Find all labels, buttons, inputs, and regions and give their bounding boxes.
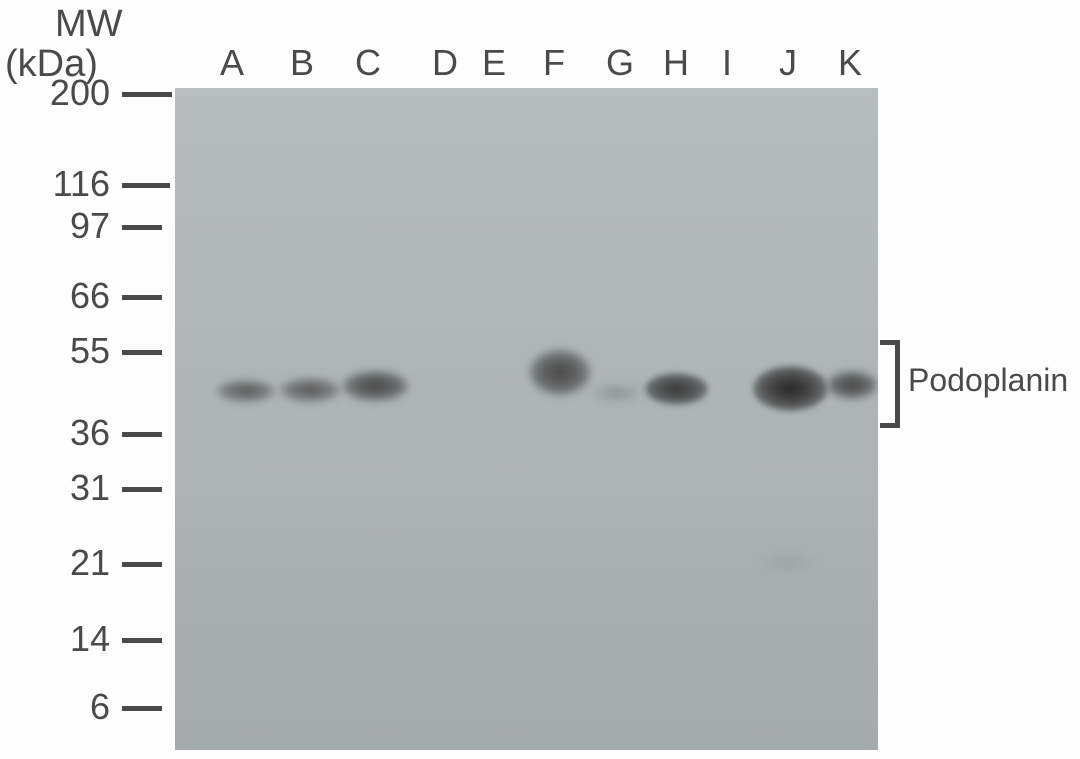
marker-label-31: 31 bbox=[30, 467, 110, 509]
lane-label-i: I bbox=[722, 42, 732, 84]
marker-tick-55 bbox=[122, 350, 162, 355]
marker-tick-6 bbox=[122, 706, 162, 711]
marker-label-14: 14 bbox=[30, 618, 110, 660]
marker-label-97: 97 bbox=[30, 205, 110, 247]
band-j bbox=[753, 366, 828, 411]
lane-label-j: J bbox=[779, 42, 797, 84]
marker-label-6: 6 bbox=[30, 686, 110, 728]
marker-tick-21 bbox=[122, 562, 162, 567]
band-j-low bbox=[760, 556, 815, 570]
lane-label-c: C bbox=[355, 42, 381, 84]
marker-tick-31 bbox=[122, 487, 162, 492]
marker-tick-66 bbox=[122, 295, 162, 300]
band-f bbox=[530, 350, 590, 395]
lane-label-k: K bbox=[838, 42, 862, 84]
band-a bbox=[217, 380, 275, 402]
lane-label-h: H bbox=[663, 42, 689, 84]
marker-tick-36 bbox=[122, 432, 162, 437]
marker-label-36: 36 bbox=[30, 412, 110, 454]
lane-label-f: F bbox=[543, 42, 565, 84]
lane-label-e: E bbox=[482, 42, 506, 84]
lane-label-a: A bbox=[220, 42, 244, 84]
marker-label-200: 200 bbox=[30, 72, 110, 114]
marker-tick-14 bbox=[122, 638, 162, 643]
lane-label-b: B bbox=[290, 42, 314, 84]
podoplanin-label: Podoplanin bbox=[908, 362, 1068, 399]
band-h bbox=[645, 373, 708, 405]
blot-membrane bbox=[175, 88, 878, 750]
podoplanin-bracket bbox=[880, 340, 900, 428]
lane-label-d: D bbox=[432, 42, 458, 84]
marker-tick-116 bbox=[122, 183, 170, 188]
western-blot-figure: MW (kDa) ABCDEFGHIJK 2001169766553631211… bbox=[0, 0, 1080, 759]
marker-tick-200 bbox=[122, 92, 172, 97]
band-c bbox=[343, 371, 408, 401]
band-g bbox=[593, 386, 641, 400]
band-b bbox=[280, 378, 340, 402]
lane-label-g: G bbox=[606, 42, 634, 84]
mw-header-label: MW bbox=[55, 5, 123, 43]
marker-label-66: 66 bbox=[30, 275, 110, 317]
marker-tick-97 bbox=[122, 225, 162, 230]
band-k bbox=[827, 371, 877, 399]
marker-label-116: 116 bbox=[30, 163, 110, 205]
marker-label-55: 55 bbox=[30, 330, 110, 372]
marker-label-21: 21 bbox=[30, 542, 110, 584]
